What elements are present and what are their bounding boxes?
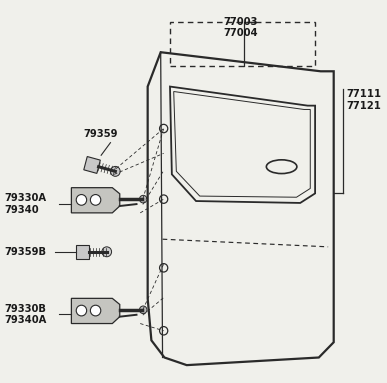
Circle shape [76,195,87,205]
Circle shape [76,305,87,316]
Polygon shape [71,188,120,213]
Text: 79359B: 79359B [4,247,46,257]
Circle shape [102,247,111,257]
Circle shape [139,306,147,314]
Text: 77111
77121: 77111 77121 [346,89,381,111]
Text: 79330A
79340: 79330A 79340 [4,193,46,214]
Bar [170,23,315,66]
Text: 77003
77004: 77003 77004 [223,17,258,38]
Polygon shape [76,245,89,259]
Circle shape [91,195,101,205]
Polygon shape [71,298,120,324]
Text: 79330B
79340A: 79330B 79340A [4,304,47,325]
Circle shape [91,305,101,316]
Text: 79359: 79359 [83,129,118,139]
Circle shape [111,166,120,176]
Circle shape [139,195,147,203]
Polygon shape [84,157,100,173]
